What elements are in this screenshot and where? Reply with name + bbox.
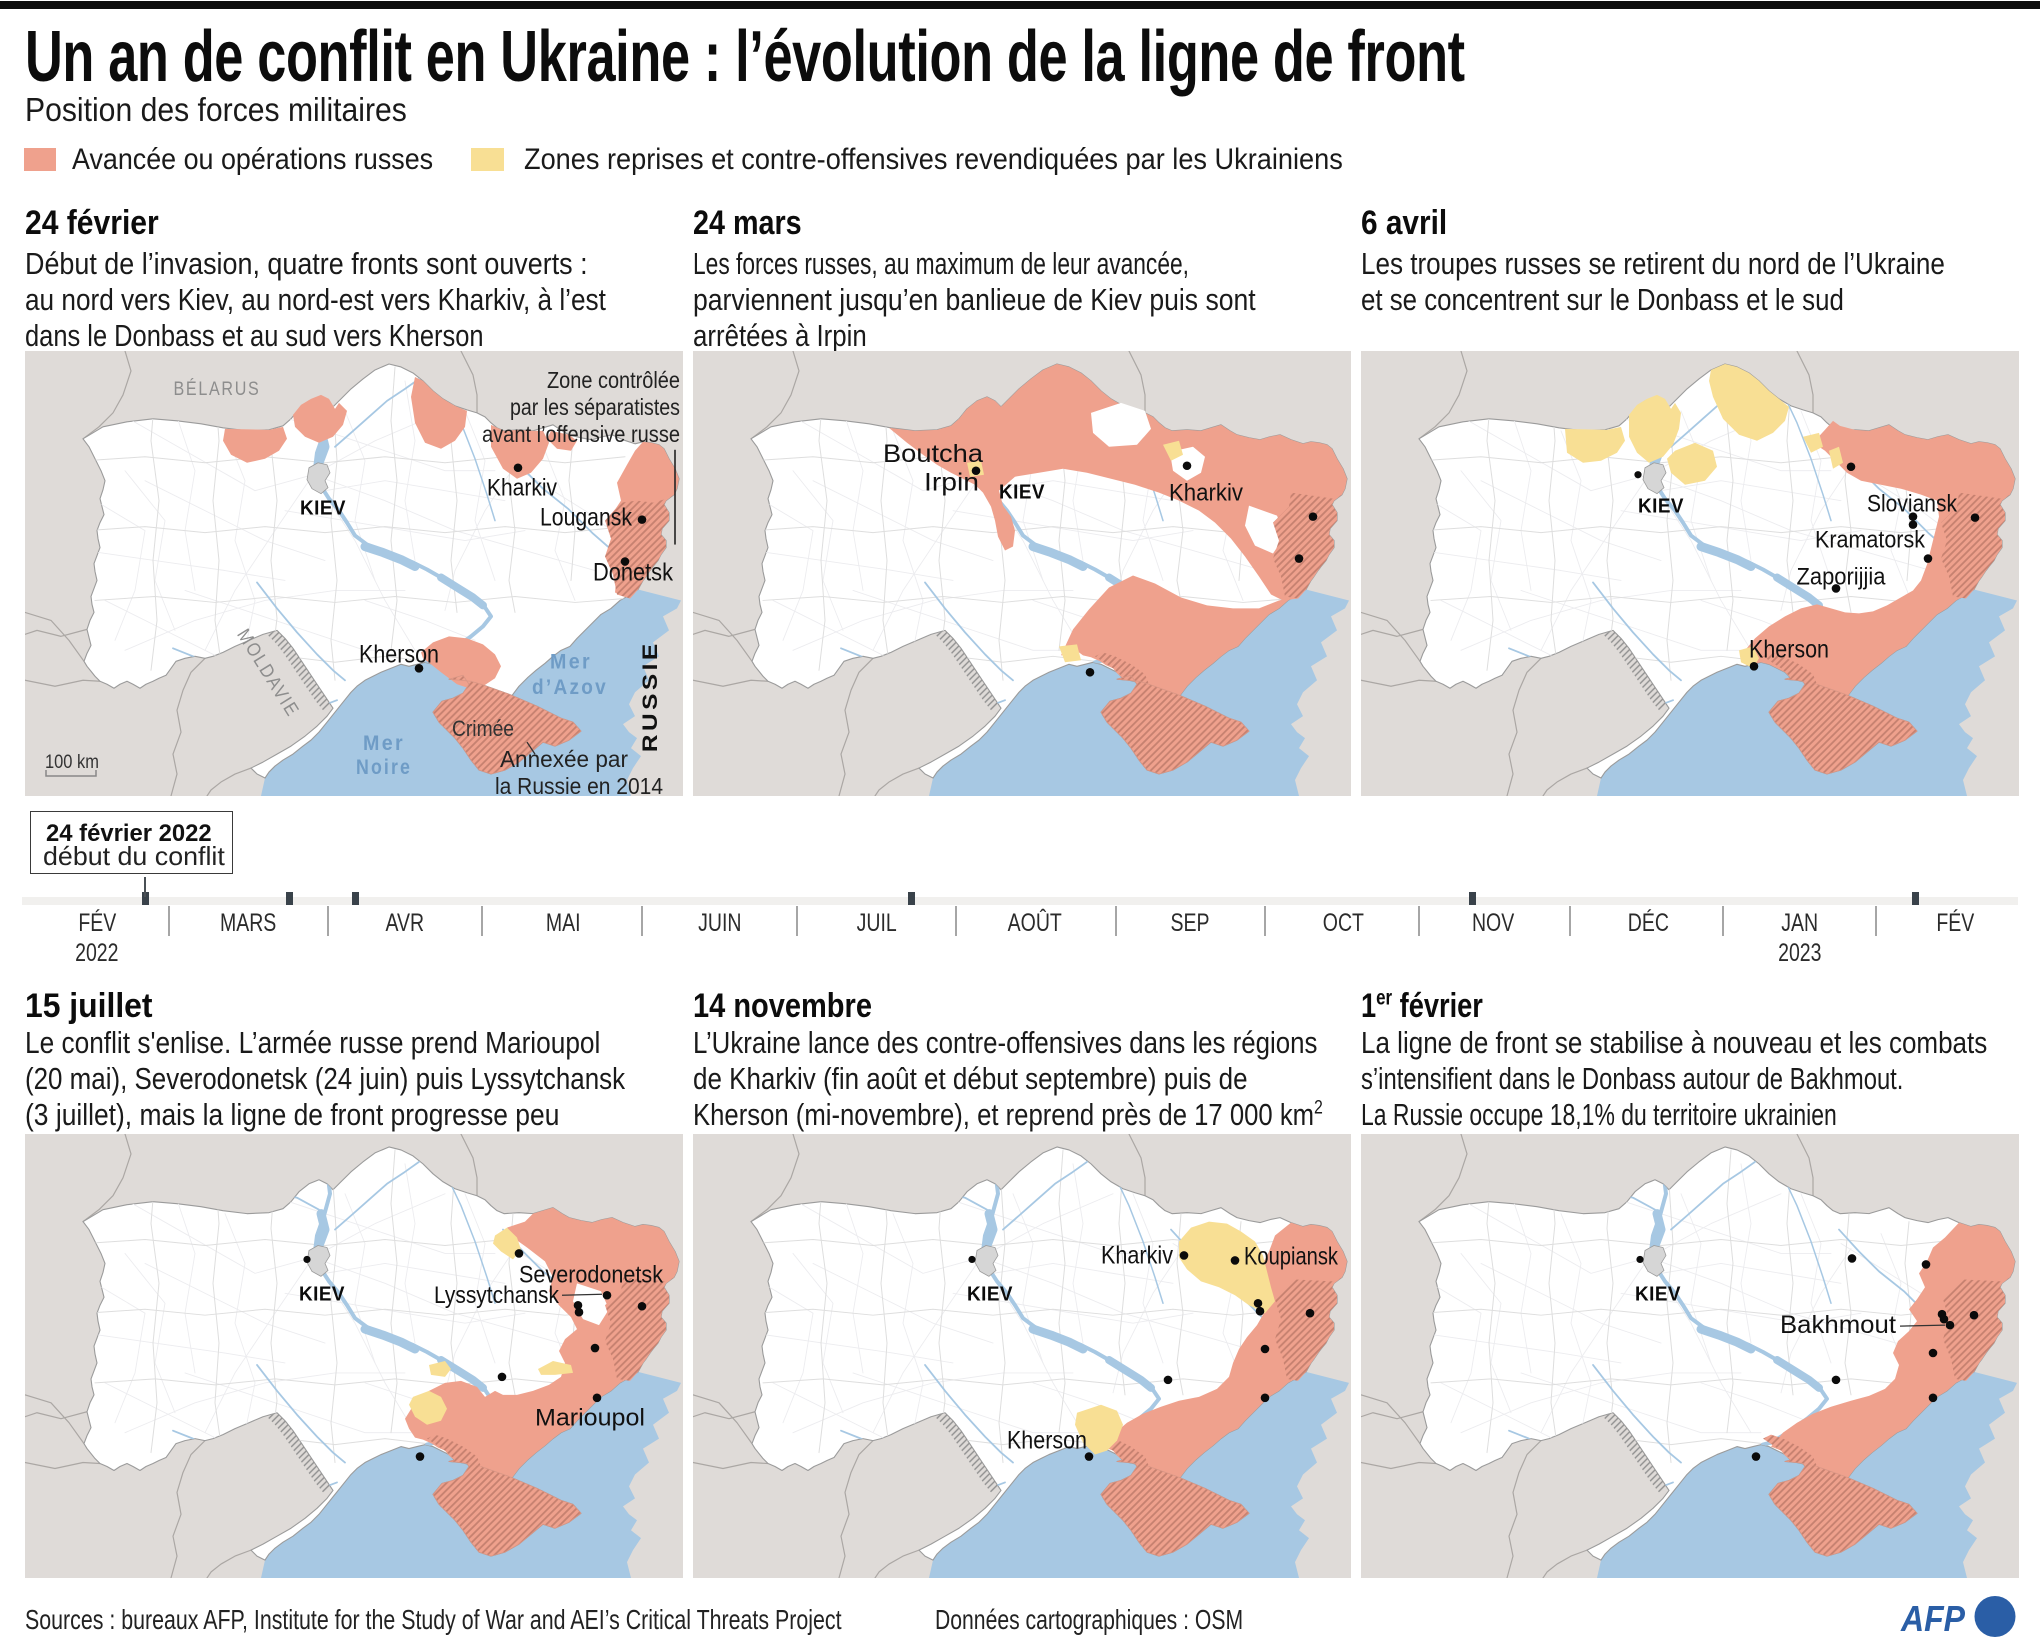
svg-text:Crimée: Crimée bbox=[452, 716, 514, 741]
svg-text:Lyssytchansk: Lyssytchansk bbox=[434, 1282, 559, 1309]
svg-text:d’Azov: d’Azov bbox=[532, 676, 608, 699]
svg-text:Kherson: Kherson bbox=[1749, 635, 1829, 663]
svg-text:100 km: 100 km bbox=[45, 752, 99, 773]
svg-text:Kherson: Kherson bbox=[1007, 1427, 1087, 1455]
svg-text:la Russie en 2014: la Russie en 2014 bbox=[495, 773, 663, 796]
svg-text:KIEV: KIEV bbox=[967, 1283, 1013, 1305]
svg-text:Kharkiv: Kharkiv bbox=[1169, 480, 1243, 507]
svg-text:Mer: Mer bbox=[363, 732, 405, 755]
svg-text:Kharkiv: Kharkiv bbox=[487, 475, 557, 502]
svg-text:Annexée par: Annexée par bbox=[500, 746, 628, 772]
svg-text:Kramatorsk: Kramatorsk bbox=[1815, 527, 1926, 554]
svg-text:par les séparatistes: par les séparatistes bbox=[510, 394, 680, 420]
svg-text:Zaporijjia: Zaporijjia bbox=[1797, 563, 1887, 590]
svg-text:KIEV: KIEV bbox=[299, 1283, 345, 1305]
svg-text:Lougansk: Lougansk bbox=[540, 504, 632, 532]
svg-text:Kherson: Kherson bbox=[359, 640, 439, 668]
svg-text:KIEV: KIEV bbox=[999, 482, 1045, 504]
svg-text:Donetsk: Donetsk bbox=[593, 559, 673, 587]
svg-text:Kharkiv: Kharkiv bbox=[1101, 1241, 1173, 1269]
svg-text:RUSSIE: RUSSIE bbox=[639, 640, 662, 752]
svg-text:Mer: Mer bbox=[550, 650, 592, 673]
svg-text:Irpin: Irpin bbox=[924, 469, 979, 497]
svg-text:KIEV: KIEV bbox=[1638, 496, 1684, 518]
svg-text:Boutcha: Boutcha bbox=[883, 440, 983, 468]
svg-text:Marioupol: Marioupol bbox=[535, 1405, 645, 1432]
svg-text:KIEV: KIEV bbox=[300, 498, 346, 520]
svg-text:AFP: AFP bbox=[1900, 1598, 1966, 1639]
svg-text:Sloviansk: Sloviansk bbox=[1867, 491, 1958, 518]
svg-text:Severodonetsk: Severodonetsk bbox=[519, 1261, 663, 1288]
svg-text:Zone contrôlée: Zone contrôlée bbox=[547, 367, 680, 393]
svg-text:avant l’offensive russe: avant l’offensive russe bbox=[482, 421, 680, 447]
svg-text:Koupiansk: Koupiansk bbox=[1244, 1242, 1338, 1270]
svg-text:Noire: Noire bbox=[356, 756, 412, 779]
svg-text:KIEV: KIEV bbox=[1635, 1283, 1681, 1305]
svg-text:BÉLARUS: BÉLARUS bbox=[174, 379, 261, 400]
svg-text:Bakhmout: Bakhmout bbox=[1780, 1311, 1896, 1339]
